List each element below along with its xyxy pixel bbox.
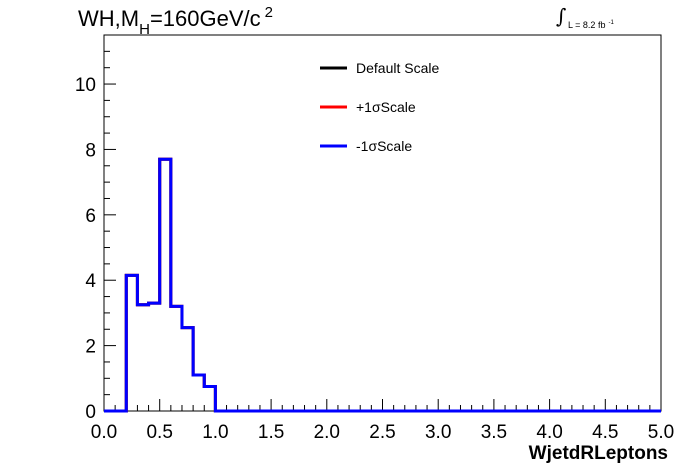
chart-title: WH,MH=160GeV/c 2 — [78, 4, 273, 38]
series-line-2 — [104, 157, 661, 413]
luminosity-value: L = 8.2 fb — [568, 20, 606, 30]
x-axis-title: WjetdRLeptons — [529, 443, 668, 464]
x-tick-label: 2.0 — [314, 422, 340, 443]
x-tick-label: 1.0 — [202, 422, 228, 443]
y-axis: 0 2 4 6 8 10 — [75, 34, 116, 423]
plot-frame — [103, 34, 662, 412]
series-layer — [104, 157, 661, 413]
x-tick-label: 4.0 — [536, 422, 562, 443]
title-superscript: 2 — [264, 4, 273, 21]
x-tick-label: 3.5 — [481, 422, 507, 443]
luminosity-text: L = 8.2 fb -1 — [568, 20, 614, 30]
x-tick-label: 0.5 — [146, 422, 172, 443]
series-line-1 — [104, 157, 661, 413]
legend: Default Scale +1σScale -1σScale — [320, 60, 439, 154]
x-tick-label: 2.5 — [369, 422, 395, 443]
y-tick-label: 2 — [85, 337, 96, 358]
y-tick-label: 0 — [85, 402, 96, 423]
x-tick-label: 4.5 — [592, 422, 618, 443]
x-tick-label: 3.0 — [425, 422, 451, 443]
x-tick-label: 0.0 — [91, 422, 117, 443]
series-line-0 — [104, 157, 661, 413]
luminosity-unit-exponent: -1 — [608, 20, 614, 26]
y-tick-label: 4 — [85, 271, 96, 292]
y-tick-label: 8 — [85, 140, 96, 161]
title-main: WH,M — [78, 6, 140, 31]
legend-label-2: -1σScale — [356, 138, 412, 154]
legend-label-1: +1σScale — [356, 99, 416, 115]
x-tick-label: 1.5 — [258, 422, 284, 443]
title-subscript: H — [139, 21, 150, 38]
y-tick-label: 10 — [75, 75, 96, 96]
x-tick-label: 5.0 — [648, 422, 674, 443]
x-axis: 0.0 0.5 1.0 1.5 2.0 2.5 3.0 3.5 4.0 4.5 5.0 — [91, 399, 674, 443]
y-tick-label: 6 — [85, 206, 96, 227]
integral-symbol: ∫ — [556, 4, 567, 28]
title-rest: =160GeV/c — [149, 6, 261, 31]
legend-label-0: Default Scale — [356, 60, 439, 76]
